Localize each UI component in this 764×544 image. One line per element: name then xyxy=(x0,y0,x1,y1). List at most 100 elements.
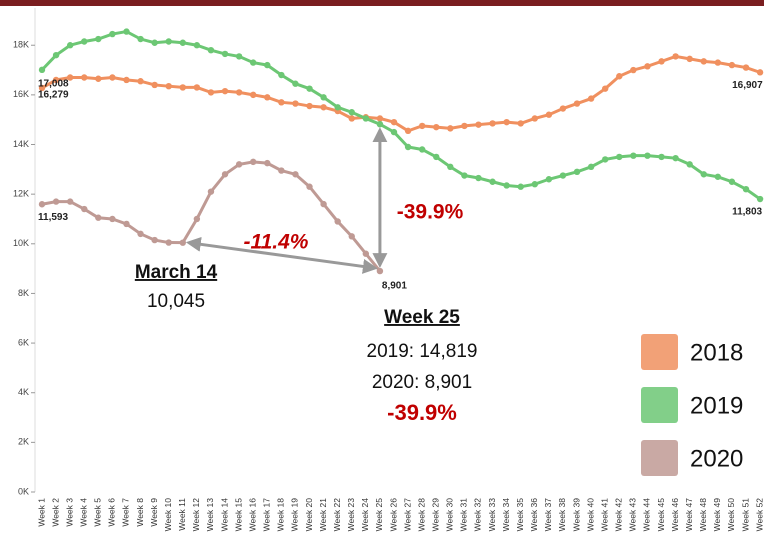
point xyxy=(151,81,158,89)
x-tick-label: Week 36 xyxy=(529,498,539,532)
point xyxy=(475,174,482,182)
point xyxy=(644,63,651,70)
y-tick-label: 18K xyxy=(13,40,29,50)
point xyxy=(193,215,201,223)
point xyxy=(404,127,412,135)
legend-swatch xyxy=(641,387,678,423)
x-tick-label: Week 1 xyxy=(36,498,46,527)
point xyxy=(207,89,215,96)
point xyxy=(390,128,398,136)
point xyxy=(66,74,74,81)
data-label: 11,593 xyxy=(38,212,68,223)
point xyxy=(306,183,313,190)
point xyxy=(165,239,172,246)
point xyxy=(264,159,271,167)
point xyxy=(235,89,243,96)
point xyxy=(95,35,102,43)
point xyxy=(66,198,74,205)
point xyxy=(165,38,172,45)
annotation: 10,045 xyxy=(147,291,205,312)
point xyxy=(250,59,257,66)
point xyxy=(95,214,102,221)
annotation: 2019: 14,819 xyxy=(367,341,478,362)
point xyxy=(292,80,299,87)
point xyxy=(207,46,215,54)
point xyxy=(348,109,355,116)
y-tick-label: 14K xyxy=(13,139,29,149)
point xyxy=(334,104,341,111)
x-tick-label: Week 2 xyxy=(50,498,60,527)
point xyxy=(658,58,665,65)
point xyxy=(728,61,736,69)
x-tick-label: Week 31 xyxy=(459,498,469,532)
y-tick-label: 2K xyxy=(18,437,29,447)
point xyxy=(756,69,764,76)
x-tick-label: Week 26 xyxy=(388,498,398,532)
x-tick-label: Week 46 xyxy=(670,498,680,532)
x-tick-label: Week 12 xyxy=(191,498,201,532)
point xyxy=(81,74,88,81)
point xyxy=(714,173,722,180)
point xyxy=(278,167,285,174)
point xyxy=(418,146,426,153)
point xyxy=(418,122,426,130)
point xyxy=(531,115,538,122)
point xyxy=(81,38,88,45)
point xyxy=(559,172,567,179)
data-label: 8,901 xyxy=(382,281,407,292)
point xyxy=(179,39,186,46)
point xyxy=(306,102,313,110)
x-tick-label: Week 7 xyxy=(121,498,131,527)
x-tick-label: Week 51 xyxy=(740,498,750,532)
point xyxy=(320,200,327,208)
x-tick-label: Week 19 xyxy=(290,498,300,532)
point xyxy=(151,39,158,46)
x-tick-label: Week 37 xyxy=(543,498,553,532)
arrow xyxy=(185,236,378,274)
point xyxy=(404,143,412,151)
annotation: -39.9% xyxy=(397,201,464,224)
x-tick-label: Week 6 xyxy=(107,498,117,527)
x-tick-label: Week 10 xyxy=(163,498,173,532)
point xyxy=(193,42,201,49)
point xyxy=(376,120,384,128)
x-tick-label: Week 18 xyxy=(276,498,286,532)
x-tick-label: Week 50 xyxy=(726,498,736,532)
point xyxy=(362,250,370,257)
point xyxy=(95,75,102,82)
data-label: 16,279 xyxy=(38,90,69,101)
x-tick-label: Week 3 xyxy=(64,498,74,527)
x-tick-label: Week 11 xyxy=(177,498,187,531)
x-tick-label: Week 27 xyxy=(402,498,412,532)
point xyxy=(123,220,130,228)
point xyxy=(503,182,510,189)
point xyxy=(644,152,651,159)
point xyxy=(221,87,229,95)
point xyxy=(376,115,384,122)
point xyxy=(630,66,637,74)
x-tick-label: Week 34 xyxy=(501,498,511,532)
point xyxy=(109,215,116,223)
point xyxy=(151,236,158,244)
x-tick-label: Week 40 xyxy=(585,498,595,532)
data-label: 11,803 xyxy=(732,207,762,218)
point xyxy=(602,85,609,92)
point xyxy=(137,78,144,85)
point xyxy=(686,55,693,63)
point xyxy=(475,121,482,128)
point xyxy=(545,111,553,118)
point xyxy=(334,218,341,225)
point xyxy=(207,188,215,195)
point xyxy=(38,66,46,74)
point xyxy=(390,118,398,126)
point xyxy=(433,123,440,131)
data-label: 17,008 xyxy=(38,78,69,89)
y-tick-label: 8K xyxy=(18,288,29,298)
x-tick-label: Week 44 xyxy=(642,498,652,532)
point xyxy=(306,85,313,92)
x-tick-label: Week 16 xyxy=(247,498,257,532)
x-tick-label: Week 9 xyxy=(149,498,159,527)
point xyxy=(66,42,74,49)
x-tick-label: Week 35 xyxy=(515,498,525,532)
